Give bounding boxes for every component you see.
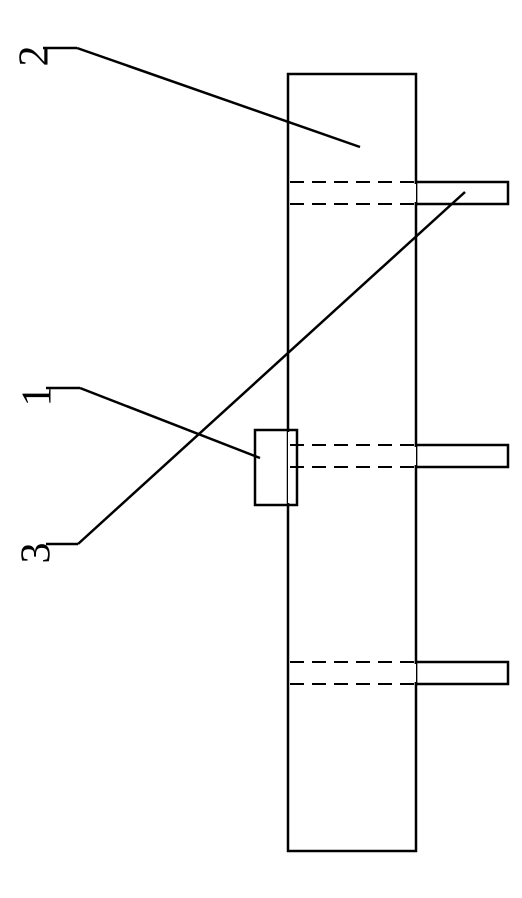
label-3: 3: [13, 543, 61, 564]
label-1: 1: [14, 386, 62, 407]
leader-2-line: [77, 48, 360, 147]
label-2: 2: [11, 46, 59, 67]
main-body: [288, 74, 416, 851]
pin-1: [416, 662, 508, 684]
technical-diagram: 2 1 3: [0, 0, 522, 898]
pin-3: [416, 182, 508, 204]
leader-3-line: [78, 192, 465, 544]
diagram-svg: [0, 0, 522, 898]
pin-2: [416, 445, 508, 467]
leader-1-line: [80, 388, 260, 458]
